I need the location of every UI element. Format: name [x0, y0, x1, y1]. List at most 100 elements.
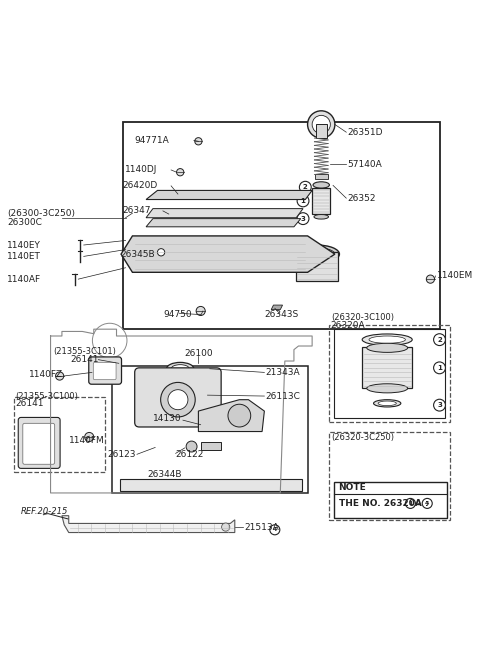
Ellipse shape	[378, 401, 396, 406]
Bar	[123, 122, 440, 329]
Text: 26343S: 26343S	[264, 310, 299, 319]
Circle shape	[433, 334, 445, 345]
Text: 1: 1	[408, 501, 413, 506]
Circle shape	[157, 249, 165, 256]
Circle shape	[222, 523, 230, 531]
Text: 4: 4	[425, 501, 430, 506]
Circle shape	[56, 372, 64, 380]
Circle shape	[433, 399, 445, 411]
Text: 26300C: 26300C	[7, 218, 42, 226]
Bar	[329, 325, 450, 423]
Text: (21355-3C100): (21355-3C100)	[15, 392, 78, 401]
Text: -: -	[417, 499, 420, 508]
Text: (26320-3C100): (26320-3C100)	[331, 313, 394, 323]
Bar	[362, 347, 412, 388]
Text: 1140FZ: 1140FZ	[29, 370, 63, 379]
Circle shape	[297, 213, 309, 224]
Text: 26123: 26123	[107, 450, 136, 459]
Polygon shape	[121, 236, 335, 272]
FancyBboxPatch shape	[89, 357, 121, 384]
Polygon shape	[62, 515, 235, 532]
Text: 1: 1	[437, 365, 442, 371]
Circle shape	[312, 116, 330, 134]
Text: 1140DJ: 1140DJ	[125, 165, 157, 175]
Text: 3: 3	[437, 402, 442, 408]
Polygon shape	[271, 305, 283, 310]
Circle shape	[186, 441, 197, 452]
Text: 26141: 26141	[15, 398, 44, 408]
Text: 3: 3	[300, 216, 305, 222]
Bar	[120, 479, 302, 491]
Text: 1140FM: 1140FM	[69, 436, 105, 445]
Text: 26351D: 26351D	[348, 128, 383, 136]
Text: 26347: 26347	[122, 206, 151, 216]
Ellipse shape	[299, 248, 335, 261]
Polygon shape	[201, 442, 221, 450]
Bar	[329, 431, 450, 520]
Text: 26344B: 26344B	[147, 470, 181, 479]
Circle shape	[196, 306, 205, 316]
Text: 26320A: 26320A	[331, 321, 365, 329]
Polygon shape	[146, 218, 301, 227]
Text: 21343A: 21343A	[266, 368, 300, 377]
Bar	[112, 366, 308, 493]
Text: 26122: 26122	[176, 450, 204, 459]
Text: 1140EM: 1140EM	[437, 271, 473, 280]
Text: 57140A: 57140A	[348, 159, 383, 169]
Text: 94771A: 94771A	[134, 136, 169, 145]
Text: 1: 1	[300, 198, 305, 204]
Ellipse shape	[313, 182, 329, 188]
Ellipse shape	[362, 334, 412, 345]
Text: (21355-3C101): (21355-3C101)	[53, 347, 116, 356]
Bar	[14, 397, 105, 472]
Text: 2: 2	[437, 337, 442, 343]
Text: 1140ET: 1140ET	[7, 252, 41, 261]
Circle shape	[177, 169, 184, 176]
Text: 4: 4	[273, 528, 277, 532]
Circle shape	[168, 390, 188, 410]
Ellipse shape	[294, 245, 339, 263]
Text: 26113C: 26113C	[266, 392, 300, 401]
Circle shape	[426, 275, 434, 283]
Text: 14130: 14130	[153, 415, 181, 423]
Text: THE NO. 26320A :: THE NO. 26320A :	[338, 499, 428, 508]
Ellipse shape	[369, 336, 406, 343]
Circle shape	[308, 111, 335, 138]
Circle shape	[270, 525, 280, 535]
FancyBboxPatch shape	[18, 417, 60, 468]
Circle shape	[300, 181, 311, 193]
Ellipse shape	[167, 362, 194, 375]
Bar	[315, 173, 328, 179]
Bar	[316, 124, 327, 138]
Text: 26345B: 26345B	[120, 249, 155, 259]
Ellipse shape	[171, 365, 189, 373]
Circle shape	[297, 195, 309, 207]
Ellipse shape	[367, 384, 408, 393]
Ellipse shape	[314, 214, 328, 219]
Polygon shape	[198, 400, 264, 431]
Circle shape	[161, 382, 195, 417]
Circle shape	[84, 433, 94, 442]
Text: (26300-3C250): (26300-3C250)	[7, 209, 75, 218]
Text: (26320-3C250): (26320-3C250)	[332, 433, 395, 442]
FancyBboxPatch shape	[135, 368, 221, 427]
Ellipse shape	[367, 343, 408, 352]
Text: 26352: 26352	[348, 194, 376, 203]
Text: 26141: 26141	[71, 355, 99, 364]
Text: NOTE: NOTE	[338, 483, 366, 493]
Text: 21513A: 21513A	[244, 523, 279, 532]
FancyBboxPatch shape	[23, 423, 55, 464]
Text: 1140AF: 1140AF	[7, 275, 41, 284]
Bar	[334, 329, 445, 418]
Bar	[312, 187, 330, 214]
Text: REF.20-215: REF.20-215	[21, 507, 68, 515]
Text: 2: 2	[303, 184, 308, 190]
Text: 26100: 26100	[184, 349, 213, 358]
Polygon shape	[146, 208, 303, 218]
Circle shape	[422, 499, 432, 509]
Bar	[296, 252, 337, 282]
Text: 1140EY: 1140EY	[7, 241, 41, 249]
Circle shape	[195, 138, 202, 145]
Polygon shape	[146, 190, 312, 200]
Circle shape	[406, 499, 415, 509]
